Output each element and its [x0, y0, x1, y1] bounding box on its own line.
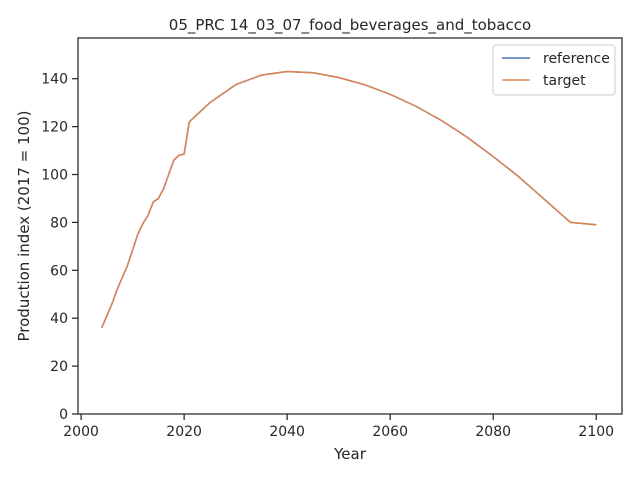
x-tick-label: 2000	[63, 424, 99, 440]
y-tick-label: 0	[59, 407, 68, 423]
y-tick-label: 100	[41, 168, 68, 184]
legend-label-reference: reference	[543, 51, 610, 67]
y-tick-label: 80	[50, 215, 68, 231]
y-tick-label: 120	[41, 120, 68, 136]
axis-ticks: 2000 2020 2040 2060 2080 21000204060801001201…	[41, 72, 614, 440]
x-tick-label: 2080	[475, 424, 511, 440]
x-tick-label: 2040	[269, 424, 305, 440]
legend-label-target: target	[543, 73, 586, 89]
y-tick-label: 60	[50, 263, 68, 279]
legend: reference target	[492, 44, 616, 96]
chart-title: 05_PRC 14_03_07_food_beverages_and_tobac…	[169, 16, 531, 35]
plot-frame	[77, 37, 623, 415]
y-axis-title: Production index (2017 = 100)	[15, 111, 33, 342]
y-tick-label: 20	[50, 359, 68, 375]
x-tick-label: 2100	[578, 424, 614, 440]
x-axis-title: Year	[333, 445, 367, 463]
series-line-reference	[101, 70, 597, 329]
x-tick-label: 2060	[372, 424, 408, 440]
x-tick-label: 2020	[166, 424, 202, 440]
series-line-target	[101, 70, 597, 329]
series-lines	[101, 70, 597, 329]
y-tick-label: 140	[41, 72, 68, 88]
y-tick-label: 40	[50, 311, 68, 327]
